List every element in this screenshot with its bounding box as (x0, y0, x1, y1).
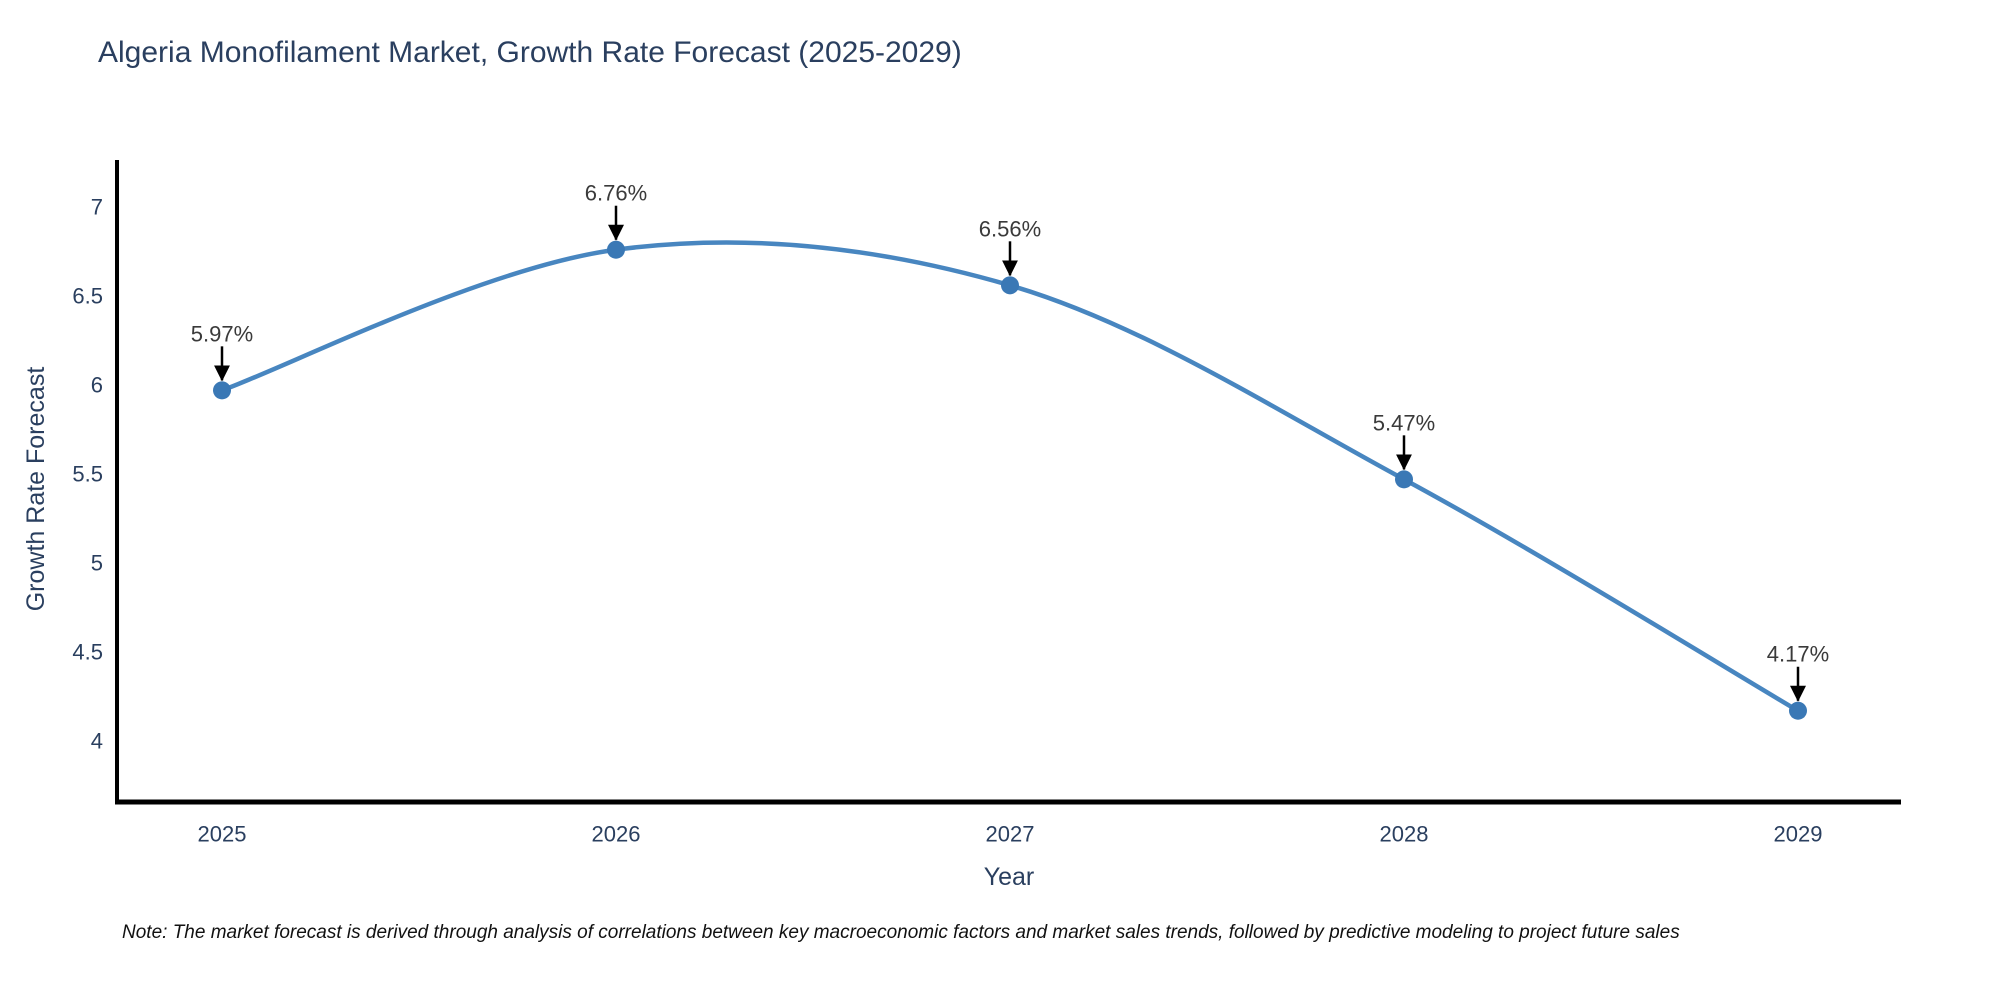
y-axis-title: Growth Rate Forecast (22, 367, 50, 612)
data-point-label: 6.56% (979, 216, 1041, 241)
data-point-marker (1001, 276, 1019, 295)
x-tick-label: 2026 (592, 822, 641, 847)
chart-footnote: Note: The market forecast is derived thr… (122, 922, 1680, 943)
series-line (221, 240, 1800, 713)
y-tick-label: 6 (91, 373, 103, 398)
data-point-marker (1395, 470, 1413, 489)
chart-title: Algeria Monofilament Market, Growth Rate… (98, 36, 962, 69)
y-tick-label: 4 (91, 729, 103, 754)
y-tick-label: 6.5 (72, 284, 103, 309)
x-axis-title: Year (984, 863, 1035, 891)
data-point-marker (213, 381, 231, 400)
x-tick-label: 2029 (1774, 822, 1823, 847)
x-tick-label: 2025 (198, 822, 247, 847)
y-tick-label: 5 (91, 551, 103, 576)
data-point-label: 5.47% (1373, 410, 1435, 435)
x-tick-label: 2027 (986, 822, 1035, 847)
data-point-marker (1789, 701, 1807, 720)
y-tick-label: 7 (91, 195, 103, 220)
data-point-label: 5.97% (191, 321, 253, 346)
y-tick-label: 5.5 (72, 462, 103, 487)
x-tick-label: 2028 (1380, 822, 1429, 847)
y-tick-label: 4.5 (72, 640, 103, 665)
data-point-label: 6.76% (585, 181, 647, 206)
data-point-label: 4.17% (1767, 642, 1829, 667)
data-point-marker (607, 240, 625, 259)
